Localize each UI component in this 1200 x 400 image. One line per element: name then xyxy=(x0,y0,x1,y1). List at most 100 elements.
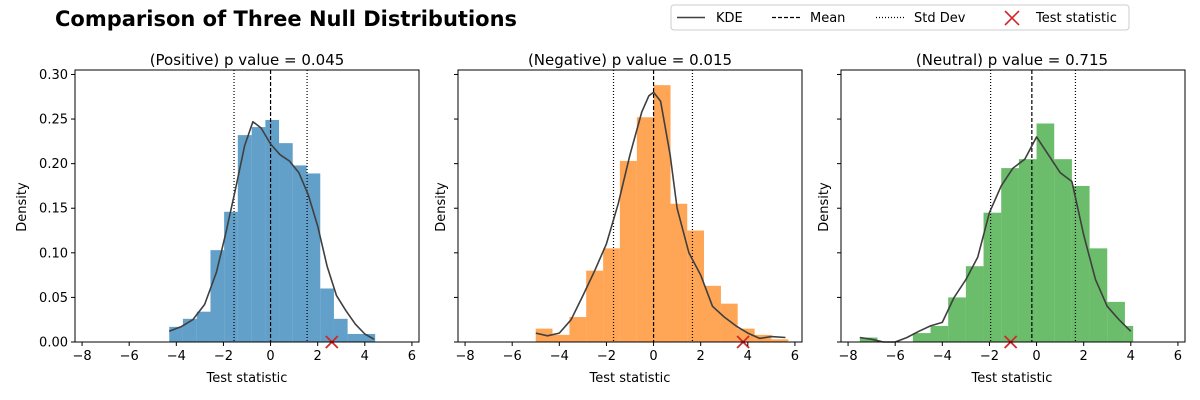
histogram-bar xyxy=(687,230,704,342)
legend-test-statistic-label: Test statistic xyxy=(1035,11,1117,26)
histogram-bar xyxy=(912,333,931,342)
x-tick-label: 6 xyxy=(1174,349,1182,364)
legend-test-statistic-marker xyxy=(1004,10,1020,26)
histogram-bar xyxy=(930,325,949,342)
panel-positive: (Positive) p value = 0.045 −8 −6 −4 −2 0 2 4 6 0… xyxy=(15,51,420,386)
histogram-bar xyxy=(737,328,755,342)
x-tick-label: 0 xyxy=(1032,349,1040,364)
x-tick-label: −6 xyxy=(503,349,522,364)
y-tick-label: 0.10 xyxy=(39,246,68,261)
histogram-bar xyxy=(196,311,211,342)
legend-item-kde: KDE xyxy=(677,11,743,26)
y-axis-label: Density xyxy=(817,182,832,232)
x-tick-label: −8 xyxy=(838,349,857,364)
x-tick-label: 4 xyxy=(1127,349,1135,364)
legend: KDE Mean Std Dev Test statistic xyxy=(670,4,1130,31)
histogram-bar xyxy=(1089,248,1108,342)
panel-neutral: (Neutral) p value = 0.715 −8 −6 −4 −2 0 2 4 6 T… xyxy=(817,51,1186,386)
x-tick-label: −4 xyxy=(167,349,186,364)
x-tick-label: 0 xyxy=(649,349,657,364)
x-tick-label: −8 xyxy=(72,349,91,364)
x-tick-label: 0 xyxy=(266,349,274,364)
x-tick-label: 4 xyxy=(744,349,752,364)
histogram-bar xyxy=(1124,325,1134,342)
x-tick-label: −2 xyxy=(214,349,233,364)
x-tick-label: 2 xyxy=(697,349,705,364)
histogram-bar xyxy=(859,337,878,342)
histogram-bar xyxy=(983,212,1002,342)
x-tick-label: 2 xyxy=(314,349,322,364)
panel-title: (Negative) p value = 0.015 xyxy=(528,51,732,69)
histogram-bar xyxy=(653,85,671,343)
histogram-bar xyxy=(965,266,984,342)
axes-frame xyxy=(840,69,1186,343)
histogram-bar xyxy=(237,135,252,342)
axes-frame xyxy=(457,69,803,343)
x-axis-label: Test statistic xyxy=(206,371,288,386)
histogram-bar xyxy=(1001,168,1019,342)
histogram-bar xyxy=(603,248,620,342)
figure-title: Comparison of Three Null Distributions xyxy=(55,7,517,31)
legend-item-std-dev: Std Dev xyxy=(876,11,966,26)
kde-curve xyxy=(168,120,375,340)
panel-title: (Positive) p value = 0.045 xyxy=(150,51,345,69)
histogram-bar xyxy=(182,318,197,342)
histogram-bar xyxy=(320,288,334,342)
kde-curve xyxy=(859,136,1132,343)
y-tick-label: 0.15 xyxy=(39,202,68,217)
legend-kde-label: KDE xyxy=(716,11,743,26)
x-tick-label: −4 xyxy=(550,349,569,364)
legend-item-test-statistic: Test statistic xyxy=(1004,10,1117,26)
y-tick-label: 0.30 xyxy=(39,68,68,83)
plot-area: −8 −6 −4 −2 0 2 4 6 xyxy=(837,69,1186,364)
y-axis-label: Density xyxy=(434,182,449,232)
x-tick-label: −6 xyxy=(886,349,905,364)
histogram-bar xyxy=(347,333,362,342)
panel-title: (Neutral) p value = 0.715 xyxy=(916,51,1108,69)
y-tick-label: 0.05 xyxy=(39,291,68,306)
x-tick-label: −8 xyxy=(455,349,474,364)
legend-std-label: Std Dev xyxy=(914,11,966,26)
x-axis-label: Test statistic xyxy=(589,371,671,386)
histogram-bar xyxy=(279,143,293,342)
histogram-bar xyxy=(210,250,225,342)
histogram-bar xyxy=(552,334,570,342)
x-tick-label: 6 xyxy=(791,349,799,364)
histogram-bar xyxy=(1018,159,1037,342)
histogram-bar xyxy=(636,117,654,343)
legend-item-mean: Mean xyxy=(772,11,845,26)
plot-area: −8 −6 −4 −2 0 2 4 6 xyxy=(454,69,803,364)
x-tick-label: −2 xyxy=(597,349,616,364)
histogram-bar xyxy=(569,317,587,342)
histogram-bar xyxy=(1036,123,1055,342)
axes-frame xyxy=(74,69,420,343)
histogram-bar xyxy=(670,203,688,342)
histogram-bar xyxy=(1071,185,1090,342)
x-tick-label: 6 xyxy=(408,349,416,364)
histogram-bar xyxy=(1054,159,1072,342)
y-tick-label: 0.20 xyxy=(39,157,68,172)
histogram-bar xyxy=(292,165,307,342)
plot-area: −8 −6 −4 −2 0 2 4 6 0.00 0.05 0.10 0.15 0.20 0.25 0.30 xyxy=(39,68,420,364)
y-axis-label: Density xyxy=(15,182,30,232)
x-tick-label: −6 xyxy=(120,349,139,364)
histogram-bar xyxy=(265,119,280,343)
x-tick-label: −4 xyxy=(933,349,952,364)
histogram-bar xyxy=(361,333,376,342)
histogram-bar xyxy=(771,339,789,342)
x-tick-label: −2 xyxy=(980,349,999,364)
x-tick-label: 2 xyxy=(1080,349,1088,364)
x-tick-label: 4 xyxy=(361,349,369,364)
kde-curve xyxy=(535,91,786,340)
x-axis-label: Test statistic xyxy=(971,371,1053,386)
histogram-bar xyxy=(251,127,266,342)
histogram-bar xyxy=(720,303,738,342)
histogram-bar xyxy=(306,173,321,342)
histogram-bar xyxy=(948,297,966,342)
histogram-bar xyxy=(619,160,637,342)
histogram-bar xyxy=(586,270,604,342)
histogram-bar xyxy=(703,285,721,342)
y-tick-label: 0.25 xyxy=(39,113,68,128)
y-tick-label: 0.00 xyxy=(39,336,68,351)
